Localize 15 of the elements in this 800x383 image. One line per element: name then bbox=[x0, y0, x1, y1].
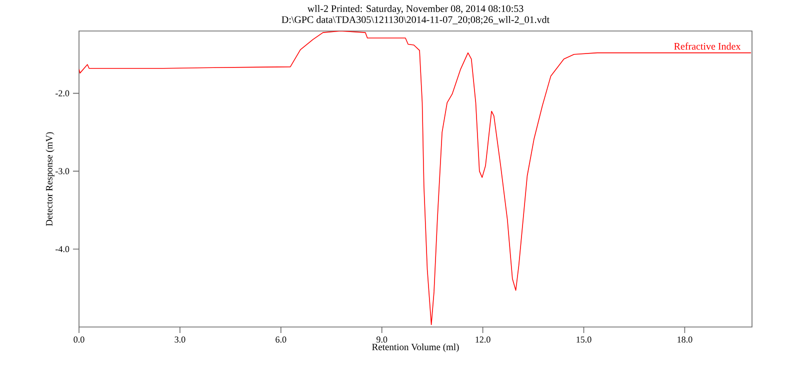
x-axis-title: Retention Volume (ml) bbox=[372, 344, 459, 352]
series-label: Refractive Index bbox=[674, 42, 741, 50]
chart-title: wll-2 Printed: Saturday, November 08, 2014 08:10:53 bbox=[307, 4, 524, 14]
x-tick-label: 12.0 bbox=[476, 336, 490, 343]
y-tick-label: -3.0 bbox=[56, 168, 70, 174]
x-tick-label: 18.0 bbox=[678, 336, 692, 343]
x-tick-label: 3.0 bbox=[174, 336, 186, 343]
chart-subtitle: D:\GPC data\TDA305\121130\2014-11-07_20;08;26_wll-2_01.vdt bbox=[282, 16, 550, 24]
x-tick-label: 9.0 bbox=[376, 336, 388, 343]
y-tick-label: -2.0 bbox=[56, 90, 70, 96]
y-axis-title: Detector Response (mV) bbox=[46, 132, 54, 226]
x-tick-label: 15.0 bbox=[576, 336, 592, 343]
x-tick-label: 6.0 bbox=[276, 336, 286, 343]
y-tick-label: -4.0 bbox=[56, 246, 70, 252]
x-tick-label: 0.0 bbox=[74, 336, 84, 343]
